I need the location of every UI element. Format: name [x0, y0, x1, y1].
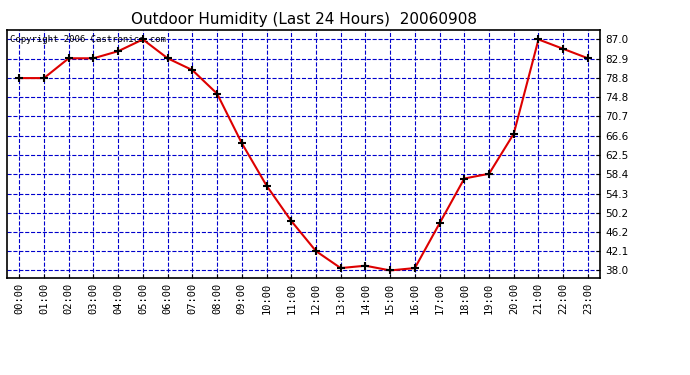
- Text: Copyright 2006 Castronics.com: Copyright 2006 Castronics.com: [10, 35, 166, 44]
- Title: Outdoor Humidity (Last 24 Hours)  20060908: Outdoor Humidity (Last 24 Hours) 2006090…: [130, 12, 477, 27]
